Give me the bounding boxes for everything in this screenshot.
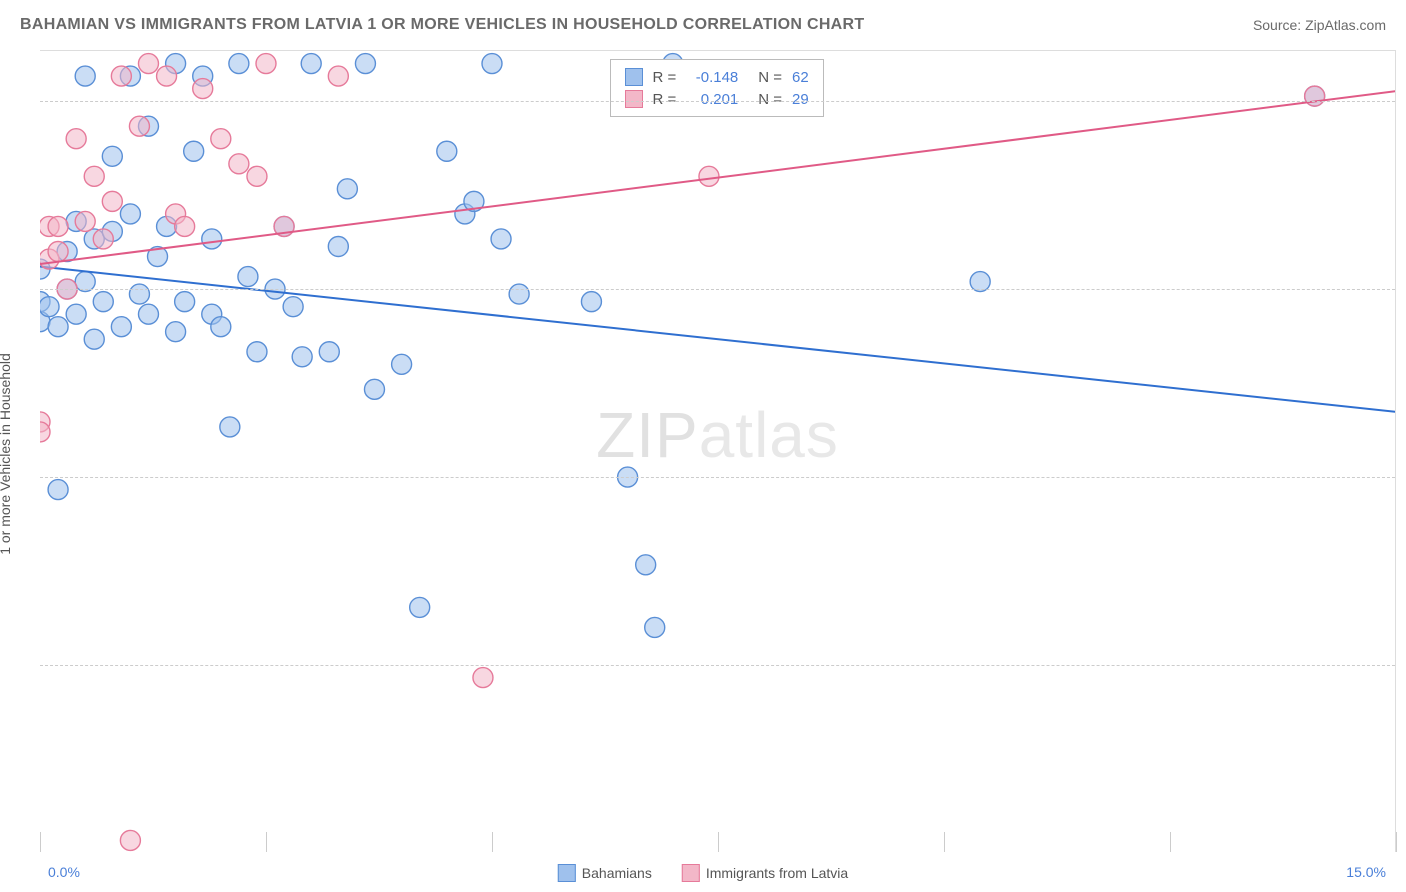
- stats-box: R = -0.148 N = 62 R = 0.201 N = 29: [610, 59, 824, 117]
- x-axis-max-label: 15.0%: [1346, 864, 1386, 880]
- data-point: [482, 54, 502, 74]
- data-point: [48, 242, 68, 262]
- gridline: [40, 477, 1395, 478]
- chart-title: BAHAMIAN VS IMMIGRANTS FROM LATVIA 1 OR …: [20, 16, 864, 34]
- data-point: [256, 54, 276, 74]
- data-point: [93, 229, 113, 249]
- data-point: [138, 304, 158, 324]
- x-tick: [1170, 832, 1171, 852]
- data-point: [509, 284, 529, 304]
- data-point: [138, 54, 158, 74]
- chart-header: BAHAMIAN VS IMMIGRANTS FROM LATVIA 1 OR …: [0, 0, 1406, 50]
- stats-n-label: N =: [758, 69, 782, 86]
- stats-row: R = -0.148 N = 62: [625, 66, 809, 88]
- stats-swatch: [625, 90, 643, 108]
- data-point: [129, 284, 149, 304]
- legend-item: Immigrants from Latvia: [682, 864, 848, 882]
- data-point: [645, 617, 665, 637]
- gridline: [40, 101, 1395, 102]
- data-point: [66, 129, 86, 149]
- trend-line: [40, 91, 1395, 264]
- data-point: [220, 417, 240, 437]
- data-point: [473, 668, 493, 688]
- data-point: [102, 191, 122, 211]
- stats-swatch: [625, 68, 643, 86]
- data-point: [301, 54, 321, 74]
- legend-swatch: [558, 864, 576, 882]
- gridline: [40, 289, 1395, 290]
- x-tick: [718, 832, 719, 852]
- data-point: [175, 216, 195, 236]
- data-point: [247, 342, 267, 362]
- data-point: [157, 66, 177, 86]
- data-point: [48, 317, 68, 337]
- data-point: [84, 166, 104, 186]
- data-point: [437, 141, 457, 161]
- data-point: [66, 304, 86, 324]
- data-point: [229, 54, 249, 74]
- stats-n-value: 62: [792, 69, 809, 86]
- data-point: [129, 116, 149, 136]
- data-point: [211, 317, 231, 337]
- data-point: [166, 322, 186, 342]
- data-point: [283, 297, 303, 317]
- stats-n-value: 29: [792, 91, 809, 108]
- chart-svg: [40, 51, 1395, 852]
- data-point: [111, 66, 131, 86]
- legend-label: Bahamians: [582, 865, 652, 881]
- stats-r-value: 0.201: [686, 91, 738, 108]
- stats-n-label: N =: [758, 91, 782, 108]
- data-point: [48, 216, 68, 236]
- data-point: [491, 229, 511, 249]
- x-axis-min-label: 0.0%: [48, 864, 80, 880]
- data-point: [355, 54, 375, 74]
- stats-r-label: R =: [653, 69, 677, 86]
- data-point: [238, 267, 258, 287]
- data-point: [75, 66, 95, 86]
- data-point: [319, 342, 339, 362]
- stats-r-value: -0.148: [686, 69, 738, 86]
- legend-item: Bahamians: [558, 864, 652, 882]
- x-tick: [1396, 832, 1397, 852]
- data-point: [93, 292, 113, 312]
- data-point: [636, 555, 656, 575]
- data-point: [699, 166, 719, 186]
- data-point: [111, 317, 131, 337]
- data-point: [410, 597, 430, 617]
- data-point: [581, 292, 601, 312]
- data-point: [292, 347, 312, 367]
- data-point: [120, 830, 140, 850]
- x-tick: [492, 832, 493, 852]
- data-point: [328, 236, 348, 256]
- legend-label: Immigrants from Latvia: [706, 865, 848, 881]
- data-point: [75, 211, 95, 231]
- data-point: [202, 229, 222, 249]
- chart-plot-area: ZIPatlas R =-0.148N =62R =0.201N =29 100…: [40, 50, 1396, 852]
- data-point: [364, 379, 384, 399]
- data-point: [337, 179, 357, 199]
- stats-row: R = 0.201 N = 29: [625, 88, 809, 110]
- legend-swatch: [682, 864, 700, 882]
- gridline: [40, 665, 1395, 666]
- data-point: [175, 292, 195, 312]
- x-tick: [944, 832, 945, 852]
- bottom-legend: Bahamians Immigrants from Latvia: [558, 864, 848, 882]
- data-point: [102, 146, 122, 166]
- data-point: [193, 79, 213, 99]
- x-tick: [40, 832, 41, 852]
- data-point: [392, 354, 412, 374]
- data-point: [84, 329, 104, 349]
- data-point: [247, 166, 267, 186]
- chart-source: Source: ZipAtlas.com: [1253, 17, 1386, 33]
- stats-r-label: R =: [653, 91, 677, 108]
- data-point: [184, 141, 204, 161]
- data-point: [328, 66, 348, 86]
- data-point: [40, 297, 59, 317]
- data-point: [229, 154, 249, 174]
- y-axis-label: 1 or more Vehicles in Household: [0, 353, 13, 555]
- data-point: [48, 480, 68, 500]
- data-point: [211, 129, 231, 149]
- data-point: [120, 204, 140, 224]
- x-tick: [266, 832, 267, 852]
